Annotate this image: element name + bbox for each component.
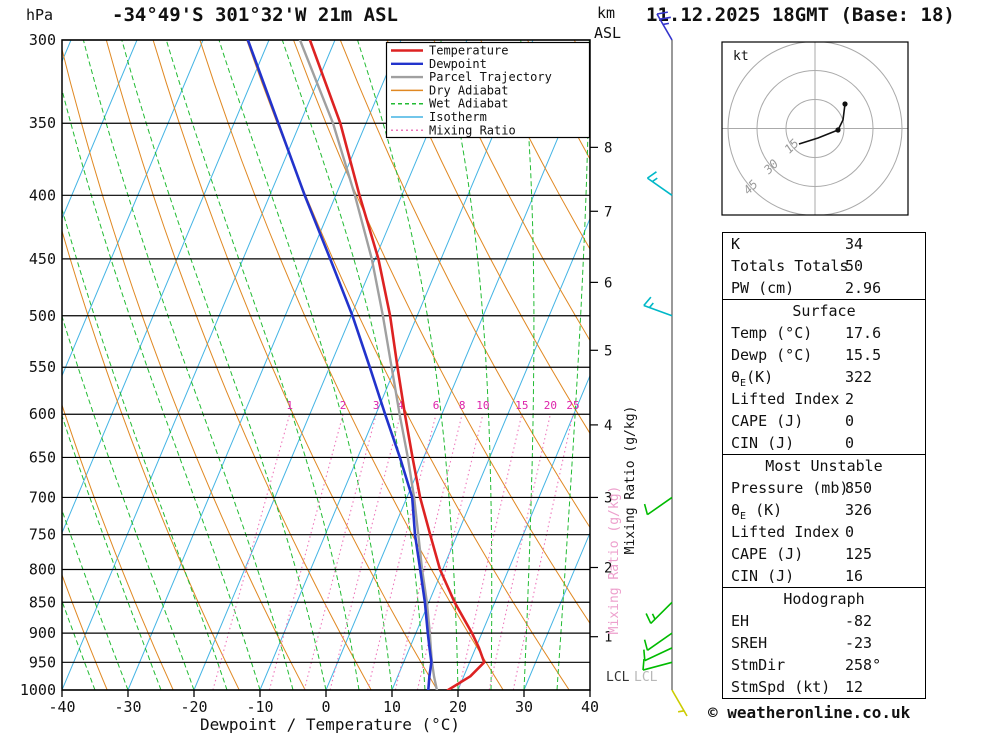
svg-text:Parcel Trajectory: Parcel Trajectory	[429, 70, 552, 84]
svg-text:8: 8	[604, 140, 612, 156]
svg-text:Isotherm: Isotherm	[429, 110, 487, 124]
svg-text:500: 500	[29, 307, 56, 325]
svg-text:20: 20	[544, 399, 557, 412]
svg-text:-20: -20	[180, 698, 207, 716]
svg-text:650: 650	[29, 448, 56, 466]
svg-text:750: 750	[29, 526, 56, 544]
temperature-axis: -40 -30 -20 -10 0 10 20 30 40 Dewpoint / Temperat…	[48, 690, 599, 733]
station-title: -34°49'S 301°32'W 21m ASL	[112, 4, 398, 26]
hodograph-trace-dot	[842, 101, 848, 107]
svg-text:700: 700	[29, 488, 56, 506]
svg-text:1: 1	[286, 399, 293, 412]
svg-text:10: 10	[383, 698, 401, 716]
svg-text:20: 20	[449, 698, 467, 716]
svg-text:8: 8	[459, 399, 466, 412]
svg-text:Dewpoint: Dewpoint	[429, 57, 487, 71]
svg-text:30: 30	[515, 698, 533, 716]
svg-text:600: 600	[29, 405, 56, 423]
svg-text:450: 450	[29, 250, 56, 268]
copyright: © weatheronline.co.uk	[708, 703, 911, 722]
svg-text:LCL: LCL	[606, 670, 630, 685]
wind-barb	[645, 601, 673, 625]
svg-text:4: 4	[604, 418, 612, 434]
svg-text:1: 1	[604, 630, 612, 646]
pressure-axis-unit: hPa	[26, 6, 54, 24]
dewpoint-curve	[246, 40, 433, 690]
wind-barb	[671, 689, 688, 717]
hodograph-trace-dot	[835, 127, 841, 133]
svg-text:0: 0	[321, 698, 330, 716]
svg-text:40: 40	[581, 698, 599, 716]
svg-text:6: 6	[433, 399, 440, 412]
svg-text:-30: -30	[114, 698, 141, 716]
svg-text:850: 850	[29, 593, 56, 611]
svg-text:2: 2	[340, 399, 347, 412]
svg-text:kt: kt	[733, 49, 749, 64]
svg-text:25: 25	[566, 399, 579, 412]
svg-text:3: 3	[604, 490, 612, 506]
svg-text:-10: -10	[246, 698, 273, 716]
svg-text:Wet Adiabat: Wet Adiabat	[429, 97, 508, 111]
svg-text:5: 5	[604, 343, 612, 359]
svg-text:950: 950	[29, 653, 56, 671]
wind-barb	[643, 632, 673, 651]
wind-barb	[656, 11, 673, 41]
svg-text:900: 900	[29, 624, 56, 642]
mixing-ratio-labels: 1 2 3 4 6 8 10 15 20 25	[286, 399, 579, 412]
plot-border	[61, 39, 591, 691]
svg-text:Dewpoint / Temperature (°C): Dewpoint / Temperature (°C)	[200, 715, 460, 733]
pressure-axis-labels: 300 350 400 450 500 550 600 650 700 750 800 850 900 9…	[20, 31, 56, 699]
svg-text:10: 10	[476, 399, 489, 412]
svg-text:Mixing Ratio (g/kg): Mixing Ratio (g/kg)	[607, 486, 622, 635]
svg-text:Mixing Ratio (g/kg): Mixing Ratio (g/kg)	[623, 406, 638, 555]
svg-text:550: 550	[29, 358, 56, 376]
svg-text:6: 6	[604, 275, 612, 291]
svg-text:3: 3	[373, 399, 380, 412]
hodograph-border	[721, 41, 909, 216]
svg-text:Temperature: Temperature	[429, 44, 508, 58]
wind-barb	[646, 171, 673, 196]
svg-text:Mixing Ratio: Mixing Ratio	[429, 123, 516, 137]
svg-text:300: 300	[29, 31, 56, 49]
svg-text:15: 15	[515, 399, 528, 412]
temperature-curve	[308, 40, 486, 690]
svg-text:4: 4	[397, 399, 404, 412]
wind-barb-column	[642, 11, 688, 717]
svg-text:800: 800	[29, 561, 56, 579]
altitude-axis-unit-asl: ASL	[594, 24, 622, 42]
svg-text:7: 7	[604, 204, 612, 220]
svg-text:1000: 1000	[20, 681, 56, 699]
svg-text:Dry Adiabat: Dry Adiabat	[429, 83, 508, 97]
altitude-axis-unit-km: km	[597, 4, 616, 22]
wind-barb	[642, 659, 673, 671]
svg-text:LCL: LCL	[634, 670, 658, 685]
mixing-ratio-lines	[212, 414, 574, 690]
svg-text:400: 400	[29, 186, 56, 204]
wind-barb	[643, 647, 673, 662]
datetime-title: 11.12.2025 18GMT (Base: 18)	[646, 4, 955, 26]
svg-text:-40: -40	[48, 698, 75, 716]
sounding-curves	[246, 40, 486, 690]
svg-text:350: 350	[29, 114, 56, 132]
wind-barb	[643, 496, 673, 516]
altitude-axis: 1 2 3 4 5 6 7 8 LCL LCL Mixing Ratio (g/kg)Mixing …	[590, 140, 658, 685]
svg-text:2: 2	[604, 561, 612, 577]
wind-barb	[643, 296, 673, 317]
